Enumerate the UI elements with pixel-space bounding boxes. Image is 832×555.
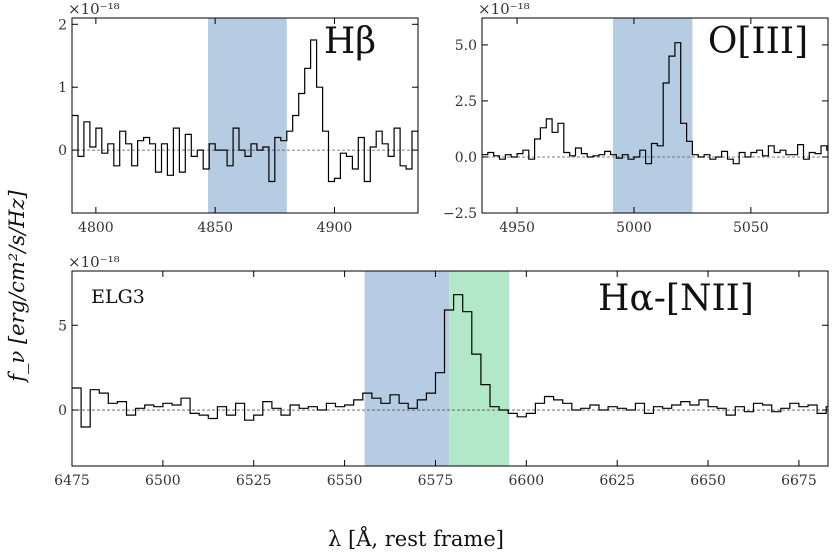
emission-band-0 [208,18,287,213]
x-tick-label: 5050 [733,220,769,236]
x-tick-label: 6600 [509,473,545,489]
x-tick-label: 6625 [599,473,635,489]
x-tick-label: 4850 [197,220,233,236]
y-tick-label: −2.5 [443,206,477,222]
oiii-panel: 4950 5000 5050 −2.5 0.0 2.5 5.0 ×10⁻¹⁸ O[III] [443,0,829,236]
axes-frame [71,270,829,467]
x-tick-label: 6550 [327,473,363,489]
spectrum-line [482,42,828,165]
x-tick-label: 6475 [54,473,90,489]
x-tick-label: 5000 [616,220,652,236]
y-tick-label: 2 [58,17,67,33]
y-tick-label: 1 [58,80,67,96]
galaxy-tag: ELG3 [91,286,145,308]
sci-offset-label: ×10⁻¹⁸ [478,0,530,18]
y-tick-label: 0 [58,143,67,159]
x-tick-label: 6500 [145,473,181,489]
plot-area [72,18,418,213]
y-tick-label: 0.0 [455,150,477,166]
spectrum-line [72,39,418,183]
hbeta-panel: 4800 4850 4900 0 1 2×10⁻¹⁸ Hβ [58,0,419,236]
x-tick-label: 4800 [78,220,114,236]
x-tick-label: 4950 [499,220,535,236]
y-tick-label: 0 [58,403,67,419]
panel-title: Hβ [324,21,376,62]
x-tick-label: 6525 [236,473,272,489]
y-tick-label: 5 [58,318,67,334]
x-tick-label: 6650 [690,473,726,489]
plot-area [72,271,828,466]
emission-band-1 [449,271,510,466]
panel-title: O[III] [708,21,808,62]
axes-frame [481,17,829,214]
axes-frame [71,17,419,214]
x-tick-label: 6575 [418,473,454,489]
x-axis-label: λ [Å, rest frame] [328,526,504,551]
y-tick-label: 2.5 [455,94,477,110]
x-tick-label: 4900 [317,220,353,236]
plot-area [482,18,828,213]
sci-offset-label: ×10⁻¹⁸ [68,253,120,271]
x-tick-label: 6675 [781,473,817,489]
emission-band-0 [364,271,450,466]
sci-offset-label: ×10⁻¹⁸ [68,0,120,18]
y-tick-label: 5.0 [455,38,477,54]
y-axis-label: f_ν [erg/cm²/s/Hz] [5,189,29,383]
emission-band-0 [612,18,693,213]
halpha-panel: 6475 6500 6525 6550 6575 6600 6625 6650 6675 0 5 ×1… [54,253,829,489]
spectrum-line [72,294,828,428]
panel-title: Hα-[NII] [598,278,754,319]
